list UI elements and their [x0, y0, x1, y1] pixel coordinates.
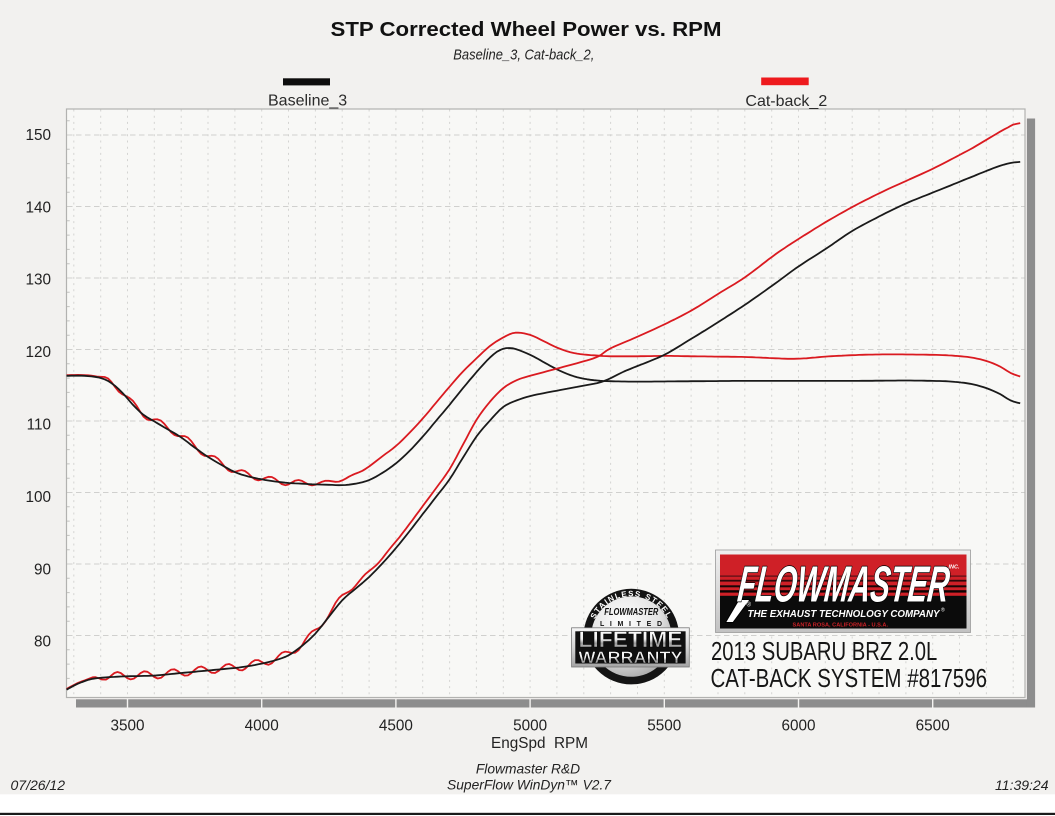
- svg-text:SuperFlow WinDyn™ V2.7: SuperFlow WinDyn™ V2.7: [447, 778, 612, 793]
- svg-text:SANTA ROSA, CALIFORNIA - U.S.A: SANTA ROSA, CALIFORNIA - U.S.A.: [793, 623, 889, 629]
- svg-text:6000: 6000: [781, 718, 815, 735]
- svg-text:4000: 4000: [245, 718, 279, 735]
- svg-text:110: 110: [27, 417, 51, 434]
- svg-text:120: 120: [25, 344, 51, 361]
- svg-text:FLOWMASTER: FLOWMASTER: [604, 607, 659, 618]
- svg-text:Baseline_3: Baseline_3: [268, 92, 347, 109]
- svg-text:100: 100: [25, 489, 51, 506]
- svg-text:EngSpd RPM: EngSpd RPM: [491, 735, 588, 752]
- svg-text:5000: 5000: [513, 718, 547, 735]
- svg-text:5500: 5500: [647, 718, 681, 735]
- svg-text:90: 90: [34, 561, 51, 578]
- svg-text:LIFETIME: LIFETIME: [579, 627, 683, 652]
- svg-text:130: 130: [25, 272, 51, 289]
- svg-text:CAT-BACK SYSTEM #817596: CAT-BACK SYSTEM #817596: [711, 663, 988, 693]
- svg-text:11:39:24: 11:39:24: [995, 777, 1049, 793]
- svg-text:WARRANTY: WARRANTY: [579, 649, 683, 667]
- svg-text:07/26/12: 07/26/12: [11, 777, 66, 793]
- svg-text:STP Corrected Wheel Power vs.: STP Corrected Wheel Power vs. RPM: [331, 18, 722, 41]
- svg-text:Cat-back_2: Cat-back_2: [745, 93, 827, 110]
- svg-text:3500: 3500: [110, 718, 144, 735]
- svg-text:4500: 4500: [379, 718, 413, 735]
- svg-text:INC.: INC.: [949, 565, 960, 571]
- svg-text:140: 140: [25, 199, 51, 216]
- svg-text:FLOWMASTER: FLOWMASTER: [735, 556, 952, 613]
- svg-text:Flowmaster R&D: Flowmaster R&D: [476, 762, 580, 777]
- svg-text:80: 80: [34, 634, 51, 651]
- svg-text:150: 150: [25, 127, 51, 144]
- svg-text:®: ®: [941, 607, 945, 614]
- svg-text:6500: 6500: [916, 718, 950, 735]
- svg-text:THE EXHAUST TECHNOLOGY COMPANY: THE EXHAUST TECHNOLOGY COMPANY: [748, 609, 941, 620]
- svg-text:®: ®: [747, 602, 752, 609]
- svg-text:Baseline_3, Cat-back_2,: Baseline_3, Cat-back_2,: [453, 48, 594, 64]
- svg-text:2013 SUBARU BRZ 2.0L: 2013 SUBARU BRZ 2.0L: [711, 636, 937, 666]
